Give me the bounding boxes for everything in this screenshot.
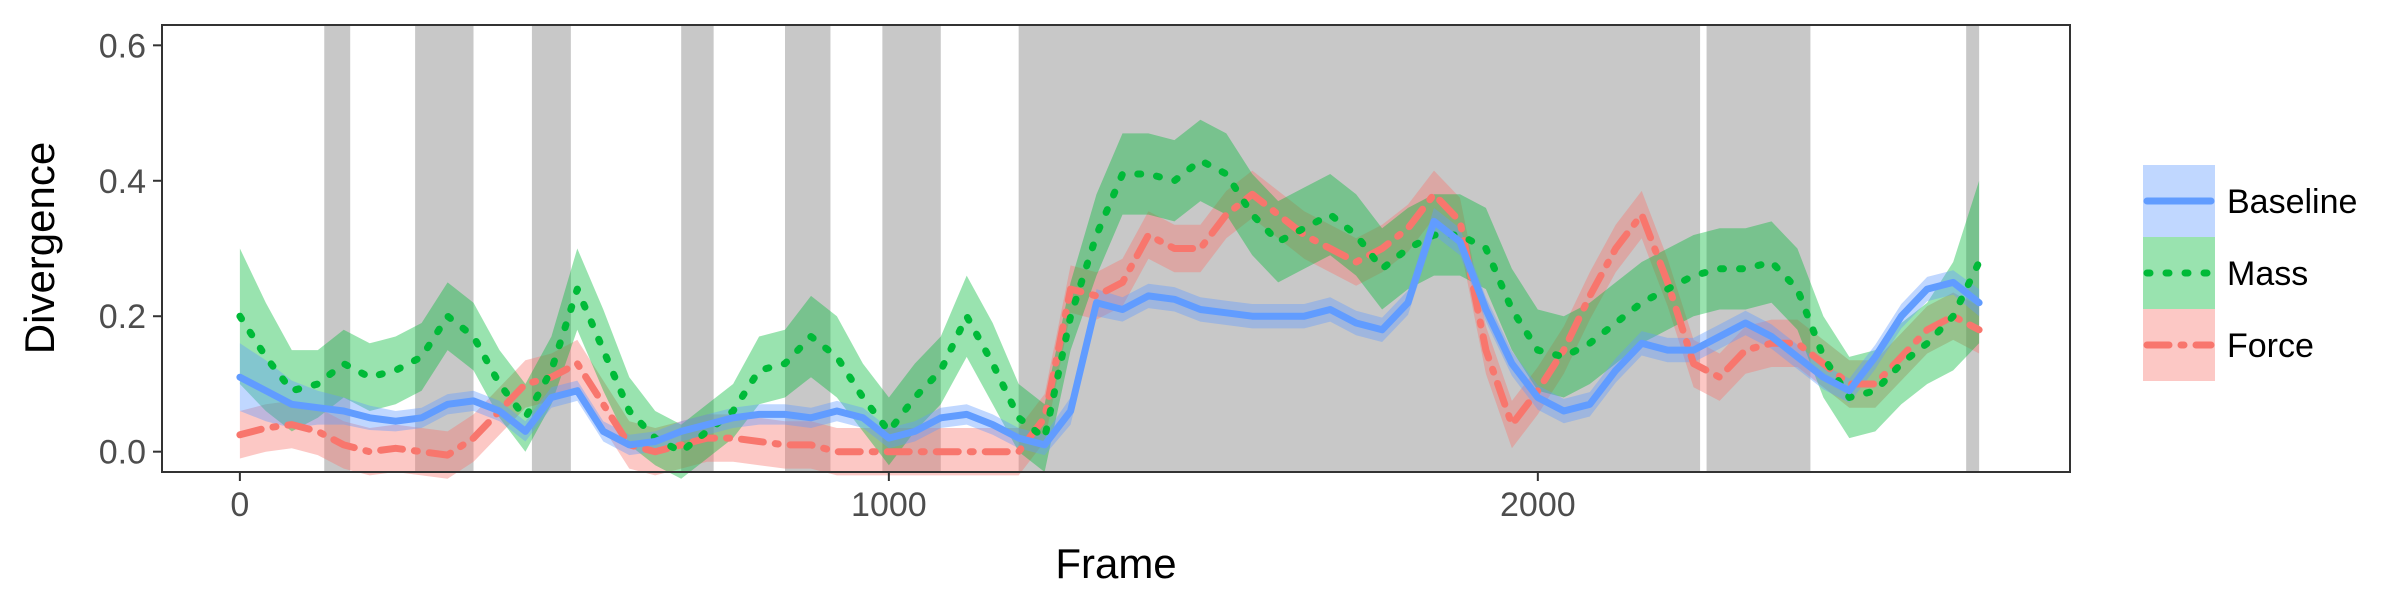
legend: Baseline Mass Force [2143,165,2357,381]
shaded-region-8 [1706,25,1811,472]
x-tick-label: 2000 [1500,486,1576,524]
y-tick-label: 0.4 [99,163,146,201]
y-tick-label: 0.0 [99,434,146,472]
shaded-region-2 [415,25,474,472]
line-baseline [236,217,1983,449]
shaded-region-6 [882,25,941,472]
legend-item-mass: Mass [2143,237,2308,309]
legend-label: Mass [2227,255,2308,293]
shaded-region-7 [1018,25,1701,472]
shaded-region-1 [324,25,351,472]
band-baseline [239,207,1980,456]
shaded-regions [324,25,1980,472]
legend-label: Baseline [2227,183,2357,221]
legend-item-force: Force [2143,309,2314,381]
y-tick-label: 0.2 [99,298,146,336]
plot-panel-border [161,24,2071,473]
x-tick-label: 0 [230,486,249,524]
shaded-region-9 [1966,25,1980,472]
band-mass [239,119,1980,479]
line-force [236,190,1983,459]
line-mass [236,157,1983,456]
axes: 0.0 0.2 0.4 0.6 0 1000 2000 [99,27,1576,524]
legend-item-baseline: Baseline [2143,165,2357,237]
y-axis-title: Divergence [16,142,63,354]
series-lines [236,157,1983,459]
x-axis-title: Frame [1055,540,1176,587]
legend-label: Force [2227,327,2314,365]
shaded-region-4 [681,25,714,472]
y-tick-label: 0.6 [99,27,146,65]
shaded-region-5 [785,25,831,472]
x-tick-label: 1000 [851,486,927,524]
